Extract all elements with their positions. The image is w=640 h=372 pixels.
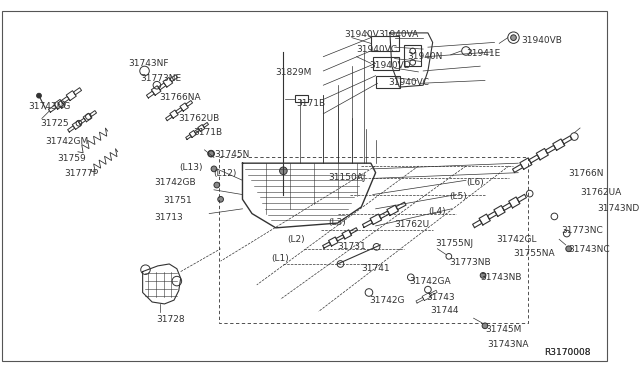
Text: 31773NE: 31773NE [141,74,182,83]
Text: 31742GB: 31742GB [154,179,196,187]
Text: 3171B: 3171B [297,99,326,109]
Text: 31940V: 31940V [344,30,379,39]
Text: 31743NG: 31743NG [29,102,71,111]
Text: 31742GA: 31742GA [409,277,451,286]
Text: (L12): (L12) [213,169,236,178]
Text: 31766NA: 31766NA [160,93,202,102]
Text: 31940VA: 31940VA [378,30,419,39]
Text: R3170008: R3170008 [544,348,591,357]
Circle shape [566,246,572,251]
Text: 31743NA: 31743NA [487,340,529,349]
Text: (L4): (L4) [428,207,445,216]
Text: 31773NC: 31773NC [561,226,603,235]
Text: 31725: 31725 [40,119,68,128]
Text: 31743: 31743 [426,292,454,301]
Text: 31940VC: 31940VC [388,78,429,87]
Text: 31743ND: 31743ND [597,204,639,213]
Circle shape [482,323,488,328]
Text: 31745M: 31745M [485,325,522,334]
Circle shape [480,273,486,278]
Text: (L6): (L6) [466,179,484,187]
Text: 31742G: 31742G [369,296,404,305]
Text: 31940N: 31940N [407,52,442,61]
Text: (L3): (L3) [328,218,346,227]
Text: 31773NB: 31773NB [449,258,490,267]
Text: (L2): (L2) [287,235,305,244]
Text: (L13): (L13) [179,163,202,172]
Bar [371,36,399,51]
Text: 31745N: 31745N [214,150,250,159]
Text: 31941E: 31941E [466,49,500,58]
Circle shape [511,35,516,41]
Text: 31713: 31713 [154,213,183,222]
Circle shape [211,166,217,172]
Bar [404,45,421,66]
Text: 31744: 31744 [430,306,458,315]
Bar [295,95,308,102]
Circle shape [208,151,214,157]
Text: 31940VB: 31940VB [521,36,562,45]
Text: 31743NC: 31743NC [569,245,611,254]
Text: 31755NJ: 31755NJ [436,239,474,248]
Text: 31741: 31741 [362,264,390,273]
Text: 31743NF: 31743NF [129,58,169,68]
Text: 31731: 31731 [337,242,366,251]
Bar [376,76,401,88]
Circle shape [36,93,42,98]
Circle shape [214,182,220,188]
Text: 31766N: 31766N [569,169,604,178]
Text: 31150AJ: 31150AJ [328,173,365,182]
Text: 31940VC: 31940VC [356,45,397,54]
Text: 3171B: 3171B [193,128,222,137]
Circle shape [280,167,287,174]
Text: R3170008: R3170008 [544,348,591,357]
Text: 31743NB: 31743NB [480,273,522,282]
Text: (L1): (L1) [271,254,289,263]
Text: 31762U: 31762U [395,220,429,229]
Text: 31742GL: 31742GL [497,235,537,244]
Circle shape [218,196,223,202]
Text: 31728: 31728 [156,315,184,324]
Text: 31759: 31759 [57,154,86,163]
Text: 31777P: 31777P [65,169,99,178]
Text: 31829M: 31829M [276,68,312,77]
Text: 31762UB: 31762UB [179,114,220,123]
Text: 31742GM: 31742GM [45,137,89,145]
Text: 31940VD: 31940VD [369,61,411,70]
Text: 31762UA: 31762UA [580,188,621,197]
Text: 31751: 31751 [164,196,192,205]
Text: (L5): (L5) [449,192,467,201]
Circle shape [208,150,214,157]
Text: 31755NA: 31755NA [513,249,555,258]
Bar [372,57,399,70]
